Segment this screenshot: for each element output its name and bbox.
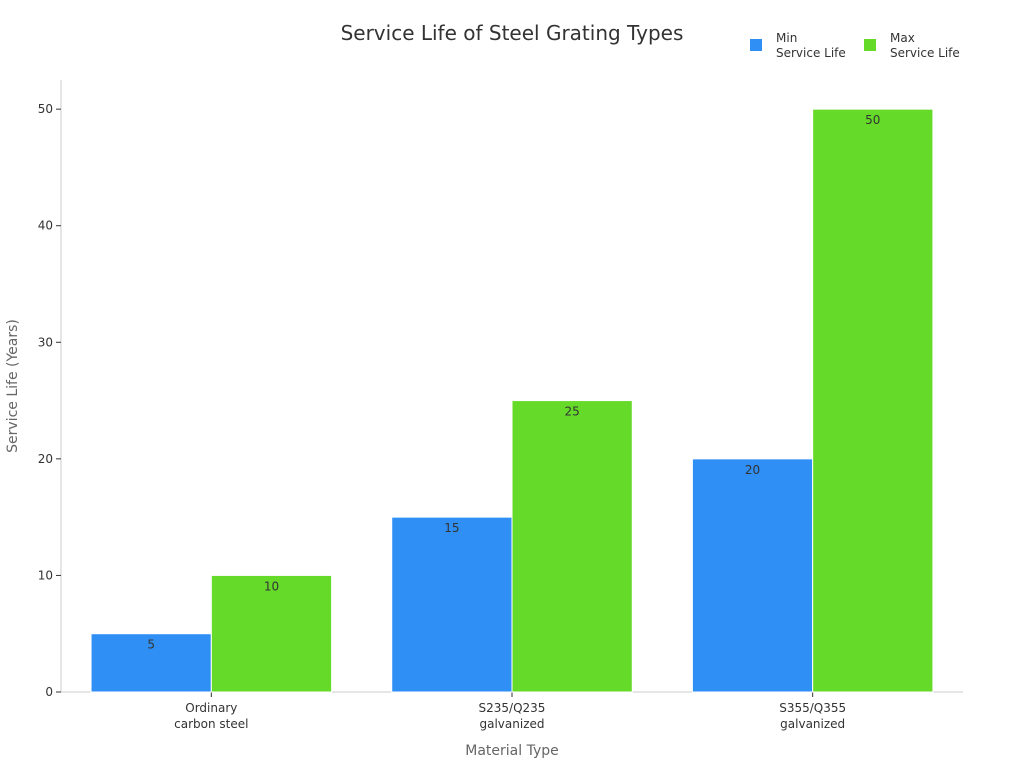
x-tick-label: S355/Q355 galvanized	[779, 701, 846, 731]
legend-label: Max Service Life	[890, 31, 960, 60]
bar[interactable]	[210, 574, 333, 693]
y-tick-label: 40	[38, 219, 53, 233]
legend[interactable]: Min Service Life Max Service Life	[750, 31, 960, 60]
bar[interactable]	[812, 108, 934, 693]
y-tick-label: 50	[38, 102, 53, 116]
bar[interactable]	[511, 400, 633, 693]
bar[interactable]	[90, 633, 212, 693]
bar-value-label: 10	[264, 579, 279, 593]
x-tick-label: Ordinary carbon steel	[174, 701, 248, 731]
legend-item[interactable]: Min Service Life	[750, 31, 846, 60]
bar[interactable]	[391, 516, 513, 693]
bar-value-label: 15	[444, 521, 459, 535]
bar-value-label: 5	[147, 638, 155, 652]
axes: 0 10 20 30 40 50 Ordinary carbon steel S235/Q235…	[38, 80, 963, 731]
bar-value-label: 25	[564, 405, 579, 419]
bar-value-label: 50	[865, 113, 880, 127]
legend-swatch	[750, 39, 762, 51]
data-labels: 5 10 15 25 20 50	[147, 113, 880, 652]
y-tick-label: 30	[38, 335, 53, 349]
y-tick-label: 0	[45, 685, 53, 699]
y-axis-title: Service Life (Years)	[5, 319, 21, 453]
x-axis-title: Material Type	[465, 743, 558, 759]
bars	[90, 108, 934, 693]
legend-swatch	[864, 39, 876, 51]
chart-title: Service Life of Steel Grating Types	[341, 21, 684, 45]
legend-label: Min Service Life	[776, 31, 846, 60]
bar-value-label: 20	[745, 463, 760, 477]
legend-item[interactable]: Max Service Life	[864, 31, 960, 60]
y-tick-label: 10	[38, 568, 53, 582]
bar[interactable]	[691, 458, 814, 693]
y-tick-label: 20	[38, 452, 53, 466]
x-tick-label: S235/Q235 galvanized	[479, 701, 546, 731]
